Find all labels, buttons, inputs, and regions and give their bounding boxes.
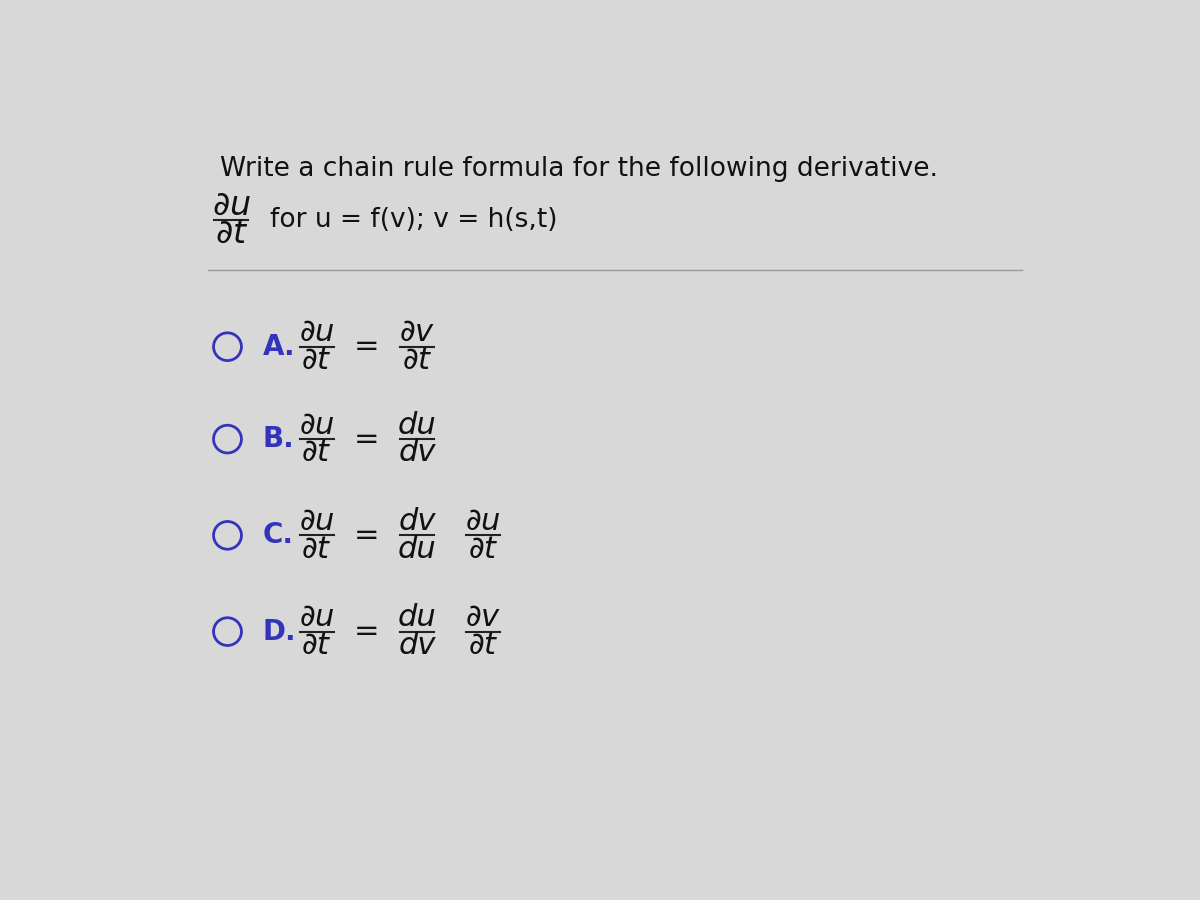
- Text: $\partial$u: $\partial$u: [299, 410, 335, 440]
- Text: $\partial$t: $\partial$t: [301, 631, 332, 660]
- Text: dv: dv: [398, 507, 436, 536]
- Text: $\partial$t: $\partial$t: [301, 535, 332, 563]
- Text: A.: A.: [263, 333, 295, 361]
- Text: =: =: [354, 332, 380, 361]
- Text: du: du: [398, 603, 437, 632]
- Text: for u = f(v); v = h(s,t): for u = f(v); v = h(s,t): [270, 207, 558, 232]
- Text: $\partial$u: $\partial$u: [466, 507, 502, 536]
- Text: D.: D.: [263, 617, 296, 645]
- Text: $\partial$u: $\partial$u: [299, 507, 335, 536]
- Text: $\partial$t: $\partial$t: [215, 217, 248, 250]
- Text: $\partial$t: $\partial$t: [468, 535, 498, 563]
- Text: =: =: [354, 617, 380, 646]
- Text: $\partial$t: $\partial$t: [301, 346, 332, 375]
- Text: $\partial$u: $\partial$u: [299, 603, 335, 632]
- Text: =: =: [354, 425, 380, 454]
- Text: $\partial$v: $\partial$v: [400, 319, 436, 347]
- Text: $\partial$t: $\partial$t: [301, 438, 332, 467]
- Text: C.: C.: [263, 521, 293, 549]
- Text: B.: B.: [263, 425, 294, 453]
- Text: =: =: [354, 521, 380, 550]
- Text: dv: dv: [398, 631, 436, 660]
- Text: dv: dv: [398, 438, 436, 467]
- Text: $\partial$t: $\partial$t: [402, 346, 433, 375]
- Text: $\partial$u: $\partial$u: [299, 319, 335, 347]
- Text: $\partial$v: $\partial$v: [466, 603, 502, 632]
- Text: $\partial$t: $\partial$t: [468, 631, 498, 660]
- Text: du: du: [398, 410, 437, 440]
- Text: $\partial$u: $\partial$u: [212, 189, 251, 222]
- Text: Write a chain rule formula for the following derivative.: Write a chain rule formula for the follo…: [220, 156, 937, 182]
- Text: du: du: [398, 535, 437, 563]
